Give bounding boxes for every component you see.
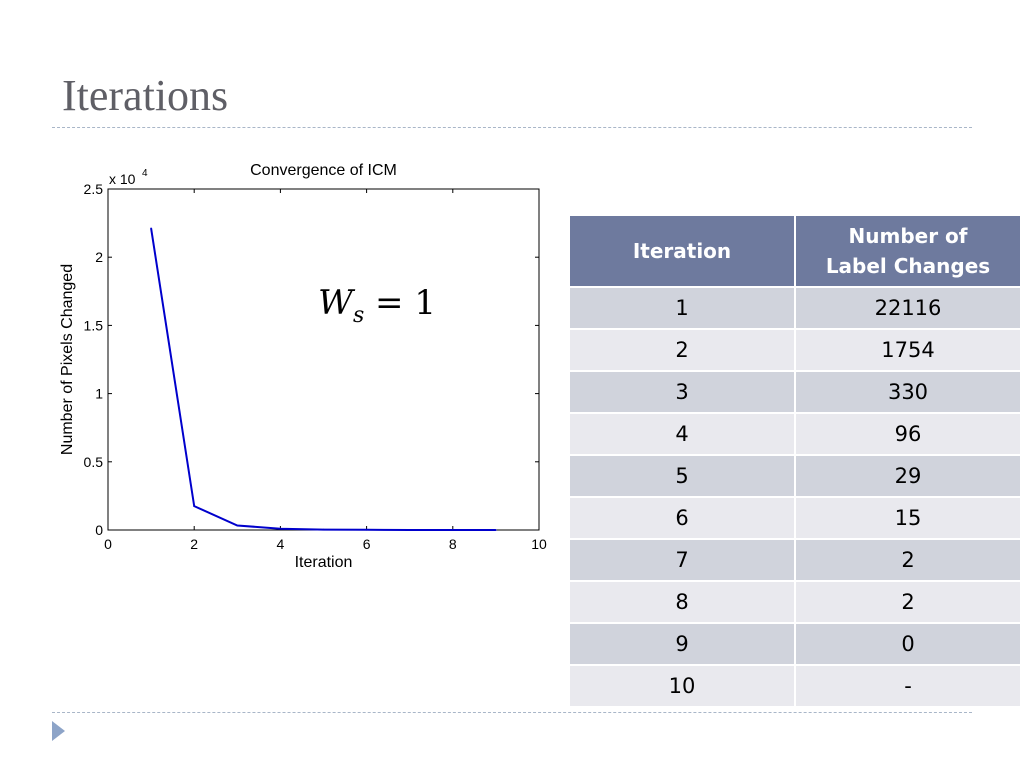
x-tick-label: 8	[449, 536, 457, 552]
cell-iteration: 2	[568, 328, 796, 372]
series-point	[452, 529, 454, 531]
cell-changes: 15	[794, 496, 1022, 540]
cell-iteration: 4	[568, 412, 796, 456]
series-point	[322, 528, 325, 531]
y-multiplier-exponent: 4	[142, 168, 148, 179]
label-changes-table: Iteration Number of Label Changes 1 22116…	[568, 214, 1022, 708]
plot-area-frame	[107, 188, 540, 531]
equation-subscript: s	[352, 302, 365, 328]
cell-iteration: 7	[568, 538, 796, 582]
table-row: 1 22116	[568, 286, 1022, 330]
x-tick-label: 6	[363, 536, 371, 552]
cell-iteration: 6	[568, 496, 796, 540]
cell-iteration: 1	[568, 286, 796, 330]
header-label-changes: Number of Label Changes	[794, 214, 1022, 288]
title-divider	[52, 127, 972, 128]
series-point	[236, 524, 239, 527]
x-tick-label: 0	[104, 536, 112, 552]
y-tick-label: 1.5	[84, 317, 104, 333]
series-point	[193, 505, 195, 507]
y-tick-label: 1	[95, 386, 103, 402]
cell-changes: 96	[794, 412, 1022, 456]
table-header-row: Iteration Number of Label Changes	[568, 214, 1022, 288]
x-axis-label: Iteration	[295, 554, 353, 571]
header-label-changes-text: Number of Label Changes	[825, 224, 991, 278]
cell-iteration: 8	[568, 580, 796, 624]
cell-changes: 22116	[794, 286, 1022, 330]
weight-equation: Ws = 1	[318, 283, 436, 328]
y-tick-label: 2	[95, 249, 103, 265]
x-tick-label: 4	[277, 536, 285, 552]
y-tick-label: 0	[95, 522, 103, 538]
table-row: 4 96	[568, 412, 1022, 456]
slide-title: Iterations	[62, 71, 229, 120]
series-point	[150, 227, 152, 230]
convergence-chart: 0 2 4 6 8 10 0 0.5 1 1.5 2 2.5 x 10 4 Convergence of I…	[59, 162, 547, 571]
cell-changes: 2	[794, 580, 1022, 624]
y-tick-label: 0.5	[84, 454, 104, 470]
table-row: 3 330	[568, 370, 1022, 414]
equation-rhs: = 1	[364, 283, 436, 323]
cell-changes: -	[794, 664, 1022, 708]
cell-changes: 2	[794, 538, 1022, 582]
header-iteration: Iteration	[568, 214, 796, 288]
cell-iteration: 10	[568, 664, 796, 708]
equation-lhs: W	[318, 283, 353, 323]
table-row: 6 15	[568, 496, 1022, 540]
cell-changes: 0	[794, 622, 1022, 666]
series-point	[279, 527, 282, 530]
series-point	[365, 528, 368, 531]
series-point	[495, 529, 497, 531]
table-row: 10-	[568, 664, 1022, 708]
x-tick-label: 10	[531, 536, 547, 552]
cell-changes: 1754	[794, 328, 1022, 372]
table-row: 2 1754	[568, 328, 1022, 372]
y-tick-label: 2.5	[84, 181, 104, 197]
cell-changes: 330	[794, 370, 1022, 414]
y-multiplier-label: x 10	[109, 171, 136, 187]
y-axis-label: Number of Pixels Changed	[59, 264, 76, 455]
series-point	[408, 529, 411, 531]
cell-iteration: 9	[568, 622, 796, 666]
footer-divider	[52, 712, 972, 713]
cell-changes: 29	[794, 454, 1022, 498]
cell-iteration: 3	[568, 370, 796, 414]
cell-iteration: 5	[568, 454, 796, 498]
table-row: 5 29	[568, 454, 1022, 498]
slide-nav-triangle-icon	[52, 721, 65, 741]
chart-title: Convergence of ICM	[250, 162, 397, 179]
x-tick-label: 2	[190, 536, 198, 552]
